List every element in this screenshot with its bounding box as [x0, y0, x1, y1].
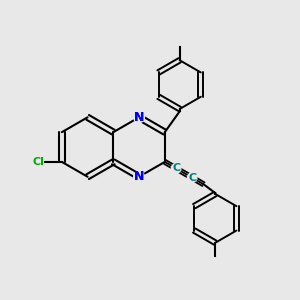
Text: N: N: [134, 111, 144, 124]
Text: C: C: [172, 164, 180, 173]
Circle shape: [134, 171, 144, 182]
Circle shape: [171, 164, 181, 173]
Text: C: C: [188, 172, 196, 183]
Text: N: N: [134, 170, 144, 183]
Circle shape: [134, 112, 144, 123]
Text: N: N: [134, 111, 144, 124]
Text: Cl: Cl: [32, 157, 44, 167]
Text: N: N: [134, 170, 144, 183]
Circle shape: [188, 173, 197, 182]
